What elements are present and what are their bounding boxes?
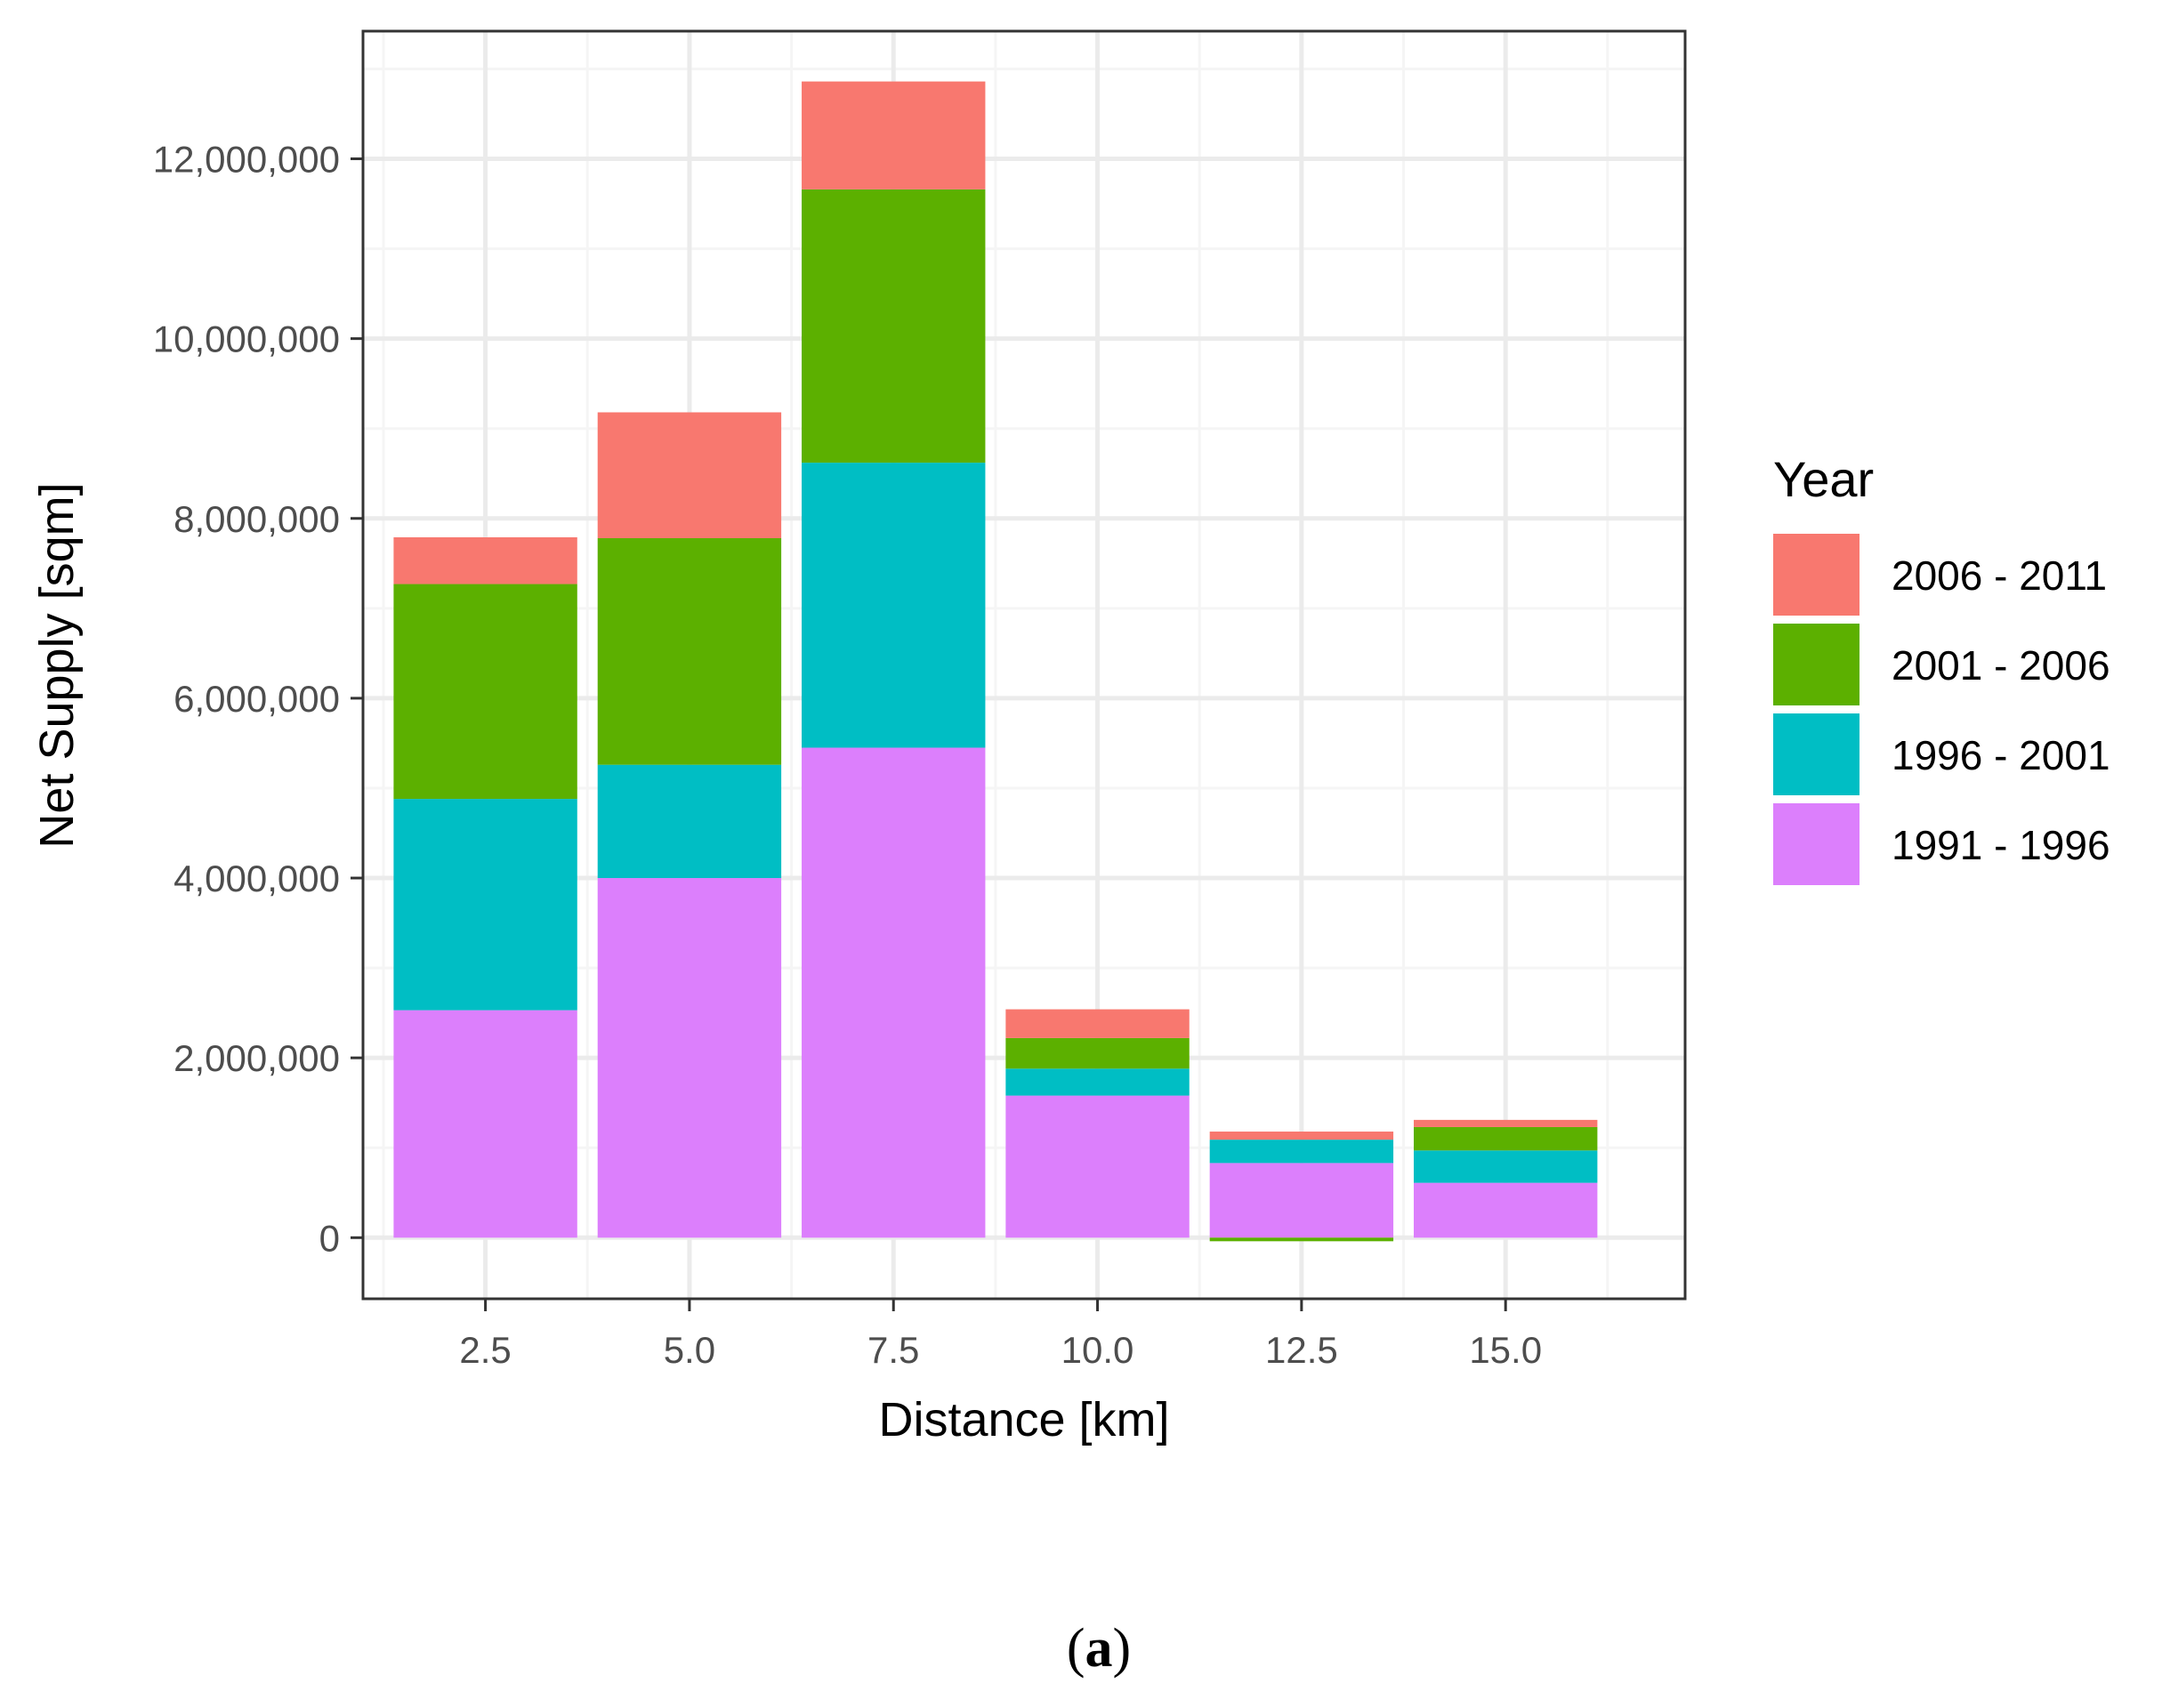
bar-1991-1996-at-7_5 — [802, 747, 986, 1238]
axis-layer: 0 2,000,000 4,000,000 6,000,000 8,000,000 10,… — [153, 139, 1542, 1371]
caption-open-paren: ( — [1067, 1618, 1085, 1679]
legend-swatch-2006-2011 — [1773, 534, 1859, 616]
bar-2006-2011-at-2_5 — [393, 536, 577, 584]
y-tick-label: 8,000,000 — [173, 498, 340, 540]
x-tick-label: 5.0 — [664, 1329, 715, 1371]
bars-layer — [393, 81, 1598, 1242]
y-tick-label: 6,000,000 — [173, 678, 340, 720]
bar-1991-1996-at-2_5 — [393, 1010, 577, 1238]
legend-keys: 2006 - 2011 2001 - 2006 1996 - 2001 1991 - … — [1773, 534, 2110, 885]
y-tick-label: 0 — [319, 1217, 340, 1259]
legend-label-1991-1996: 1991 - 1996 — [1892, 822, 2110, 868]
bar-1996-2001-at-15 — [1414, 1150, 1598, 1183]
bar-2001-2006-at-2_5 — [393, 584, 577, 800]
x-tick-label: 10.0 — [1061, 1329, 1134, 1371]
y-tick-label: 2,000,000 — [173, 1037, 340, 1079]
x-tick-label: 7.5 — [867, 1329, 919, 1371]
bar-1996-2001-at-7_5 — [802, 463, 986, 748]
bar-2001-2006-at-10 — [1005, 1037, 1190, 1069]
bar-1996-2001-at-10 — [1005, 1068, 1190, 1096]
panel-border — [361, 29, 1687, 1301]
bar-1991-1996-at-10 — [1005, 1095, 1190, 1238]
legend: Year 2006 - 2011 2001 - 2006 1996 - 2001 19… — [1773, 451, 2110, 885]
bar-2006-2011-at-15 — [1414, 1119, 1598, 1127]
bar-2001-2006-at-5 — [597, 538, 782, 765]
legend-swatch-1991-1996 — [1773, 803, 1859, 885]
y-tick-label: 10,000,000 — [153, 318, 340, 360]
bar-2006-2011-at-5 — [597, 412, 782, 538]
caption-letter: a — [1085, 1618, 1113, 1679]
legend-label-2001-2006: 2001 - 2006 — [1892, 642, 2110, 689]
x-tick-label: 12.5 — [1265, 1329, 1338, 1371]
bar-1996-2001-at-2_5 — [393, 799, 577, 1011]
bar-2001-2006-at-7_5 — [802, 189, 986, 463]
x-axis-title: Distance [km] — [878, 1393, 1169, 1446]
legend-label-1996-2001: 1996 - 2001 — [1892, 732, 2110, 778]
legend-swatch-1996-2001 — [1773, 713, 1859, 795]
bar-1996-2001-at-12_5 — [1209, 1140, 1394, 1164]
x-tick-label: 2.5 — [459, 1329, 511, 1371]
bar-1991-1996-at-5 — [597, 878, 782, 1238]
bar-2006-2011-at-10 — [1005, 1009, 1190, 1038]
caption-close-paren: ) — [1113, 1618, 1132, 1679]
y-tick-label: 12,000,000 — [153, 139, 340, 181]
bar-2006-2011-at-12_5 — [1209, 1132, 1394, 1140]
bar-1991-1996-at-15 — [1414, 1182, 1598, 1238]
bar-2006-2011-at-7_5 — [802, 81, 986, 189]
bar-1991-1996-at-12_5 — [1209, 1163, 1394, 1238]
bar-1996-2001-at-5 — [597, 764, 782, 879]
legend-swatch-2001-2006 — [1773, 624, 1859, 705]
legend-label-2006-2011: 2006 - 2011 — [1892, 552, 2107, 599]
bar-2001-2006-at-15 — [1414, 1126, 1598, 1151]
y-axis-title: Net Supply [sqm] — [30, 482, 84, 848]
x-tick-label: 15.0 — [1469, 1329, 1542, 1371]
y-tick-label: 4,000,000 — [173, 858, 340, 899]
legend-title: Year — [1773, 451, 1874, 507]
figure-caption: (a) — [1067, 1618, 1131, 1679]
bar-2001-2006-at-12_5 — [1209, 1237, 1394, 1242]
